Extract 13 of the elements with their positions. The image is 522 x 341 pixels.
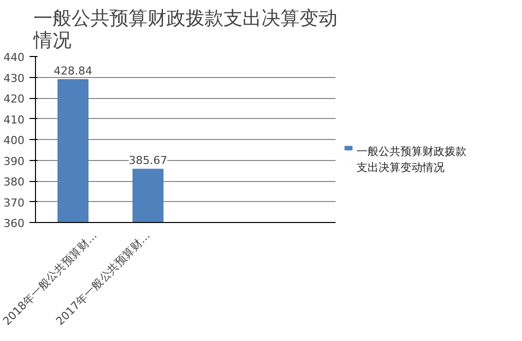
y-tick-label: 390 (4, 154, 25, 168)
y-tick-label: 360 (4, 217, 25, 230)
data-label: 428.84 (54, 64, 92, 78)
legend-label: 一般公共预算财政拨款支出决算变动情况 (356, 145, 466, 174)
y-tick-label: 430 (4, 72, 25, 85)
y-tick-label: 440 (4, 51, 25, 64)
y-tick-label: 380 (4, 176, 25, 188)
y-tick-label: 370 (4, 196, 25, 210)
y-tick-label: 410 (4, 113, 25, 126)
chart-title: 一般公共预算财政拨款支出决算变动情况 (32, 8, 338, 52)
data-label: 385.67 (128, 154, 168, 168)
y-tick-label: 420 (4, 92, 25, 106)
y-tick-label: 400 (4, 134, 25, 147)
